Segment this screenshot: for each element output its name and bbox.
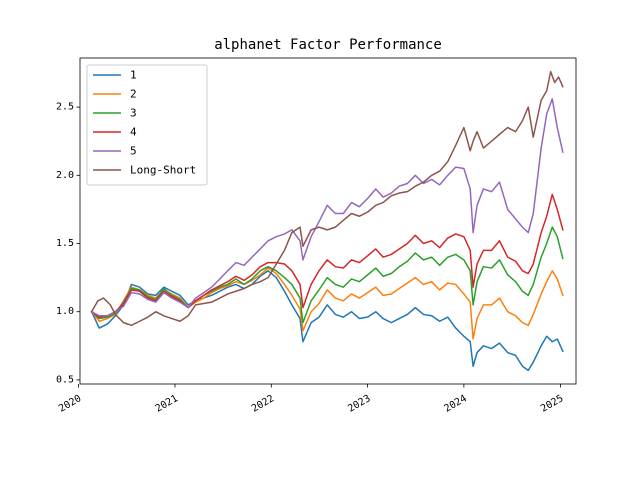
series-line-long-short — [90, 70, 564, 327]
y-tick-label-3: 2.0 — [56, 170, 74, 181]
legend-label-long-short: Long-Short — [130, 164, 196, 177]
y-axis: 0.5 1.0 1.5 2.0 2.5 — [56, 102, 80, 385]
legend-label-1: 1 — [130, 69, 137, 82]
y-tick-label-0: 0.5 — [56, 374, 74, 385]
plot-area — [79, 57, 577, 385]
axes-frame — [79, 57, 577, 385]
series-layer — [90, 70, 564, 372]
series-line-3 — [90, 226, 564, 324]
legend: 1 2 3 4 5 Long-Short — [86, 64, 208, 186]
legend-box — [86, 64, 208, 186]
series-line-2 — [90, 267, 564, 340]
legend-label-4: 4 — [130, 126, 137, 139]
y-tick-label-2: 1.5 — [56, 238, 74, 249]
legend-label-5: 5 — [130, 145, 137, 158]
legend-label-3: 3 — [130, 107, 137, 120]
chart-title: alphanet Factor Performance — [214, 37, 442, 53]
y-tick-label-4: 2.5 — [56, 102, 74, 113]
series-line-5 — [90, 98, 564, 317]
y-tick-label-1: 1.0 — [56, 306, 74, 317]
series-line-1 — [90, 270, 564, 372]
series-line-4 — [90, 193, 564, 318]
legend-label-2: 2 — [130, 88, 137, 101]
